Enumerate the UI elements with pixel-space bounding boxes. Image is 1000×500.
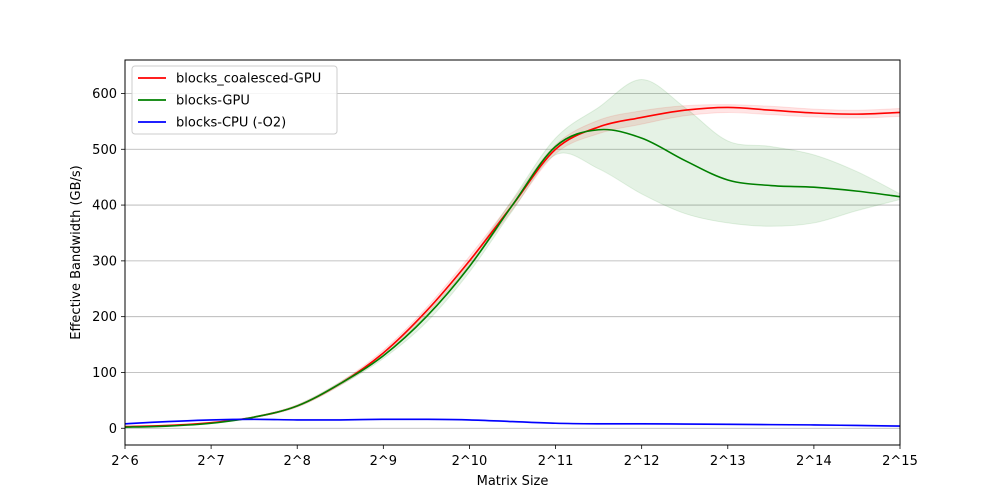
x-axis-title: Matrix Size [477,474,549,489]
plot-frame [124,59,901,446]
y-tick-label-5: 500 [92,143,117,158]
legend-label-3: blocks-CPU (-O2) [176,116,286,131]
y-axis-title: Effective Bandwidth (GB/s) [69,165,84,339]
y-tick-label-1: 100 [92,366,117,381]
series-lines [124,106,901,428]
y-tick-label-6: 600 [92,87,117,102]
legend: blocks_coalesced-GPU blocks-GPU blocks-CPU… [131,65,338,135]
y-tick-label-0: 0 [109,422,117,437]
legend-label-1: blocks_coalesced-GPU [176,72,321,87]
y-tick-label-3: 300 [92,254,117,269]
legend-box [131,65,338,135]
x-tick-label-0: 2^6 [111,454,138,469]
x-tick-label-8: 2^14 [796,454,832,469]
grid [125,93,900,429]
y-tick-label-4: 400 [92,199,117,214]
legend-label-2: blocks-GPU [176,94,250,109]
x-tick-label-1: 2^7 [197,454,224,469]
series-line-2 [124,128,901,428]
x-axis: 2^6 2^7 2^8 2^9 2^10 2^11 2^12 2^13 2^14 2^15 [111,445,918,469]
x-tick-label-7: 2^13 [710,454,746,469]
x-tick-label-4: 2^10 [452,454,488,469]
y-tick-label-2: 200 [92,310,117,325]
x-tick-label-2: 2^8 [284,454,311,469]
series-line-3 [124,418,901,427]
x-tick-label-3: 2^9 [370,454,397,469]
y-axis: 0 100 200 300 400 500 600 [92,87,125,437]
x-tick-label-9: 2^15 [882,454,918,469]
x-tick-label-5: 2^11 [538,454,574,469]
x-tick-label-6: 2^12 [624,454,660,469]
